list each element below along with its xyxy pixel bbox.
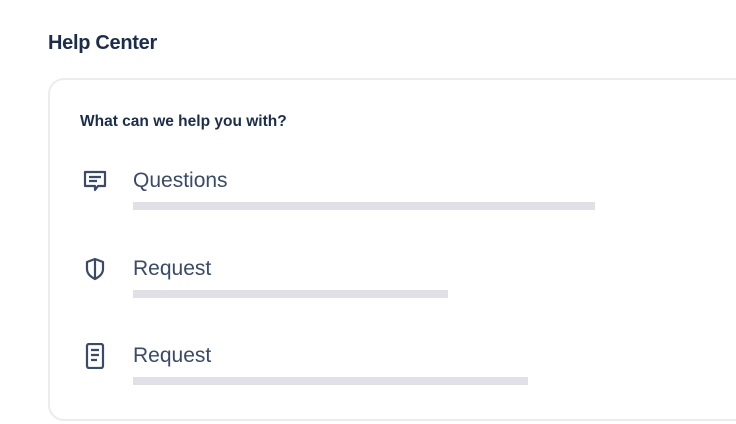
help-item-label: Request <box>133 344 212 367</box>
placeholder-bar <box>133 202 595 210</box>
card-subtitle: What can we help you with? <box>80 113 287 130</box>
help-item-request-document[interactable]: Request <box>80 343 640 393</box>
chat-message-icon <box>83 170 107 192</box>
help-item-request[interactable]: Request <box>80 256 640 306</box>
help-item-label: Questions <box>133 169 228 192</box>
placeholder-bar <box>133 377 528 385</box>
help-item-label: Request <box>133 257 212 280</box>
help-item-questions[interactable]: Questions <box>80 168 640 218</box>
shield-icon <box>85 257 105 281</box>
help-card <box>48 78 736 421</box>
placeholder-bar <box>133 290 448 298</box>
document-icon <box>85 343 105 369</box>
page-title: Help Center <box>48 32 157 54</box>
